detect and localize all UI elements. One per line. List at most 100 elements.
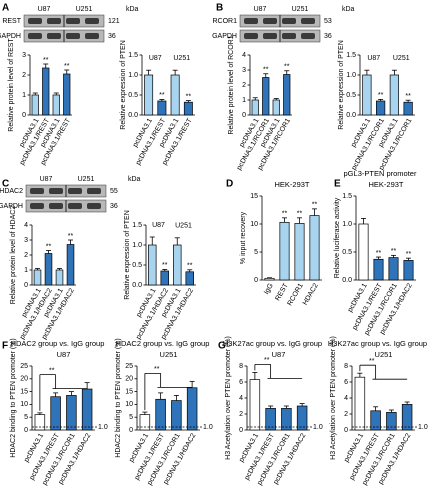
significance: ** [159, 92, 165, 99]
cell-line-label: U87 [38, 6, 51, 13]
bar [354, 376, 366, 431]
bar [157, 100, 167, 116]
chart-subtitle: HEK-293T [274, 180, 309, 189]
reference-label: 1.0 [203, 424, 213, 431]
y-tick-label: 1.5 [342, 193, 352, 200]
y-tick-label: 4 [24, 222, 28, 229]
y-tick-label: 2 [22, 72, 26, 79]
blot-band [68, 203, 82, 209]
significance: ** [187, 263, 193, 270]
y-axis-label: Relative protein level of HDAC2 [10, 206, 17, 305]
bar [183, 101, 193, 116]
blot-band [85, 18, 99, 24]
blot-kda: 55 [110, 188, 118, 195]
bar [388, 257, 399, 281]
y-tick-label: 1.5 [346, 52, 356, 59]
y-axis-label: H3 Acetylation over PTEN promoter (%) [225, 336, 232, 460]
panel-letter: E [334, 179, 341, 190]
y-tick-label: 0 [129, 427, 133, 434]
blot-band [47, 18, 61, 24]
bar [155, 398, 166, 431]
y-tick-label: 0.0 [342, 277, 352, 284]
bar [389, 74, 399, 116]
y-axis-label: Relative expression of PTEN [338, 40, 345, 129]
y-tick-label: 0 [239, 427, 243, 434]
bar [403, 260, 414, 281]
y-tick-label: 4 [239, 395, 243, 402]
blot-kda: 36 [324, 33, 332, 40]
chart-title: HDAC2 group vs. IgG group [116, 339, 210, 348]
bar [31, 94, 39, 116]
chart-title: HDAC2 group vs. IgG group [11, 339, 105, 348]
bar [249, 379, 261, 431]
significance: ** [297, 211, 303, 218]
chart-subtitle: U251 [375, 350, 393, 359]
y-tick-label: 1.0 [346, 72, 356, 79]
blot-band [49, 203, 63, 209]
reference-label: 1.0 [418, 424, 428, 431]
bar [294, 223, 305, 281]
y-tick-label: 15 [20, 388, 28, 395]
blot-band [282, 18, 296, 24]
bar [81, 388, 93, 431]
blot-band [244, 18, 258, 24]
y-tick-label: 0.0 [346, 112, 356, 119]
cell-line-label: U251 [76, 6, 93, 13]
y-tick-label: 0.5 [128, 92, 138, 99]
bar [296, 405, 308, 431]
y-tick-label: 0 [254, 277, 258, 284]
bar [50, 396, 61, 431]
y-axis-label: H3 Acetylation over PTEN promoter (%) [330, 336, 337, 460]
bar [144, 74, 154, 116]
bar [279, 221, 290, 281]
chart-title: pGL3-PTEN promoter [344, 169, 417, 178]
significance: ** [263, 67, 269, 74]
y-tick-label: 0.5 [346, 92, 356, 99]
bar [171, 400, 182, 431]
bar [401, 404, 413, 431]
y-tick-label: 0.5 [342, 249, 352, 256]
panel-letter: A [2, 3, 9, 14]
panel-letter: D [226, 179, 233, 190]
y-tick-label: 5 [24, 414, 28, 421]
blot-band [30, 188, 44, 194]
significance: ** [46, 243, 52, 250]
significance: ** [406, 251, 412, 258]
significance: ** [68, 233, 74, 240]
y-tick-label: 6 [239, 379, 243, 386]
bar [362, 74, 372, 116]
blot-kda: 36 [108, 33, 116, 40]
bar [283, 74, 291, 116]
bar [55, 269, 64, 286]
y-tick-label: 1 [22, 92, 26, 99]
y-tick-label: 2 [242, 82, 246, 89]
bar [66, 244, 75, 286]
y-axis-label: Relative expression of PTEN [124, 210, 131, 299]
bar [403, 101, 413, 116]
bracket-label: ** [264, 357, 270, 364]
bar [251, 99, 259, 116]
y-axis-label: Relative luciferase activity [334, 197, 341, 278]
x-tick-label: IgG [263, 282, 275, 295]
bar [52, 94, 60, 116]
blot-band [301, 18, 315, 24]
y-tick-label: 0 [24, 282, 28, 289]
bar [373, 258, 384, 281]
group-label: U87 [152, 222, 165, 229]
blot-kda: 36 [110, 203, 118, 210]
bar [33, 269, 42, 286]
y-tick-label: 25 [125, 363, 133, 370]
y-tick-label: 8 [344, 363, 348, 370]
blot-protein: GAPDH [0, 203, 23, 210]
y-tick-label: 1.5 [128, 52, 138, 59]
blot-band [28, 18, 42, 24]
cell-line-label: U251 [292, 6, 309, 13]
group-label: U251 [173, 55, 190, 62]
significance: ** [64, 63, 70, 70]
y-tick-label: 15 [250, 193, 258, 200]
bar [34, 414, 46, 431]
blot-band [28, 33, 42, 39]
bar [42, 67, 50, 116]
blot-band [87, 188, 101, 194]
bar [370, 410, 381, 431]
